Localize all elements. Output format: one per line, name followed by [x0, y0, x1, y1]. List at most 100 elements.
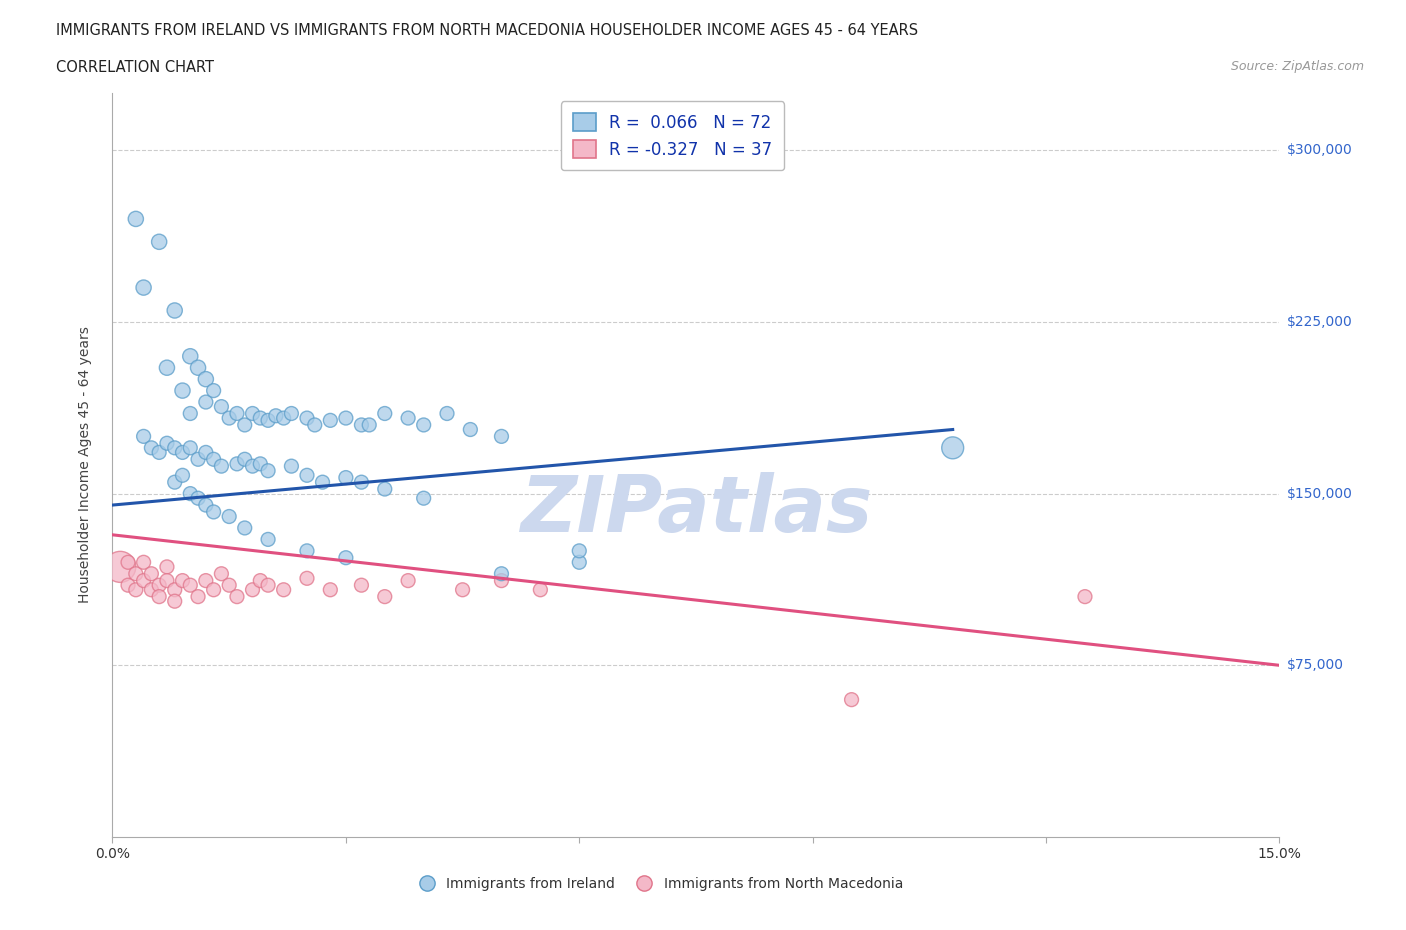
- Point: [242, 458, 264, 473]
- Point: [132, 555, 155, 570]
- Point: [156, 360, 179, 375]
- Point: [148, 445, 170, 459]
- Point: [218, 509, 240, 524]
- Point: [491, 566, 513, 581]
- Point: [110, 560, 132, 575]
- Point: [412, 491, 434, 506]
- Point: [125, 211, 148, 226]
- Point: [179, 578, 201, 592]
- Text: IMMIGRANTS FROM IRELAND VS IMMIGRANTS FROM NORTH MACEDONIA HOUSEHOLDER INCOME AG: IMMIGRANTS FROM IRELAND VS IMMIGRANTS FR…: [56, 23, 918, 38]
- Point: [396, 411, 419, 426]
- Point: [257, 413, 280, 428]
- Point: [249, 457, 271, 472]
- Point: [374, 482, 396, 497]
- Point: [194, 573, 217, 588]
- Point: [374, 590, 396, 604]
- Point: [141, 441, 163, 456]
- Point: [350, 474, 373, 489]
- Point: [319, 413, 342, 428]
- Point: [156, 436, 179, 451]
- Point: [187, 360, 209, 375]
- Point: [460, 422, 482, 437]
- Point: [249, 573, 271, 588]
- Point: [202, 504, 225, 519]
- Point: [359, 418, 381, 432]
- Point: [172, 573, 194, 588]
- Point: [273, 582, 295, 597]
- Point: [194, 445, 217, 459]
- Point: [529, 582, 551, 597]
- Point: [194, 498, 217, 512]
- Point: [132, 429, 155, 444]
- Point: [148, 590, 170, 604]
- Legend: Immigrants from Ireland, Immigrants from North Macedonia: Immigrants from Ireland, Immigrants from…: [413, 871, 908, 897]
- Point: [179, 486, 201, 501]
- Point: [172, 445, 194, 459]
- Point: [187, 452, 209, 467]
- Point: [350, 418, 373, 432]
- Text: $75,000: $75,000: [1286, 658, 1344, 672]
- Text: ZIPatlas: ZIPatlas: [520, 472, 872, 548]
- Point: [280, 406, 302, 421]
- Point: [451, 582, 474, 597]
- Text: $225,000: $225,000: [1286, 315, 1353, 329]
- Point: [257, 532, 280, 547]
- Point: [179, 441, 201, 456]
- Point: [335, 471, 357, 485]
- Point: [295, 543, 318, 558]
- Point: [209, 458, 232, 473]
- Point: [396, 573, 419, 588]
- Text: Source: ZipAtlas.com: Source: ZipAtlas.com: [1230, 60, 1364, 73]
- Point: [568, 543, 591, 558]
- Point: [125, 582, 148, 597]
- Point: [335, 411, 357, 426]
- Point: [209, 399, 232, 414]
- Point: [117, 555, 139, 570]
- Point: [194, 372, 217, 387]
- Text: $300,000: $300,000: [1286, 143, 1353, 157]
- Point: [226, 406, 249, 421]
- Point: [172, 383, 194, 398]
- Point: [163, 582, 186, 597]
- Point: [141, 582, 163, 597]
- Point: [295, 411, 318, 426]
- Text: $150,000: $150,000: [1286, 486, 1353, 500]
- Point: [491, 429, 513, 444]
- Point: [117, 578, 139, 592]
- Point: [311, 474, 333, 489]
- Point: [264, 408, 287, 423]
- Point: [202, 383, 225, 398]
- Point: [233, 418, 256, 432]
- Point: [226, 590, 249, 604]
- Point: [156, 560, 179, 575]
- Point: [568, 555, 591, 570]
- Point: [218, 578, 240, 592]
- Point: [187, 491, 209, 506]
- Point: [249, 411, 271, 426]
- Point: [257, 463, 280, 478]
- Point: [141, 566, 163, 581]
- Point: [335, 551, 357, 565]
- Point: [163, 593, 186, 608]
- Point: [257, 578, 280, 592]
- Point: [125, 566, 148, 581]
- Point: [218, 411, 240, 426]
- Point: [148, 578, 170, 592]
- Point: [436, 406, 458, 421]
- Point: [202, 582, 225, 597]
- Point: [187, 590, 209, 604]
- Y-axis label: Householder Income Ages 45 - 64 years: Householder Income Ages 45 - 64 years: [77, 326, 91, 604]
- Point: [412, 418, 434, 432]
- Point: [202, 452, 225, 467]
- Point: [280, 458, 302, 473]
- Point: [209, 566, 232, 581]
- Point: [163, 303, 186, 318]
- Point: [350, 578, 373, 592]
- Point: [194, 394, 217, 409]
- Point: [374, 406, 396, 421]
- Point: [132, 280, 155, 295]
- Point: [242, 406, 264, 421]
- Point: [132, 573, 155, 588]
- Point: [163, 441, 186, 456]
- Point: [1074, 590, 1097, 604]
